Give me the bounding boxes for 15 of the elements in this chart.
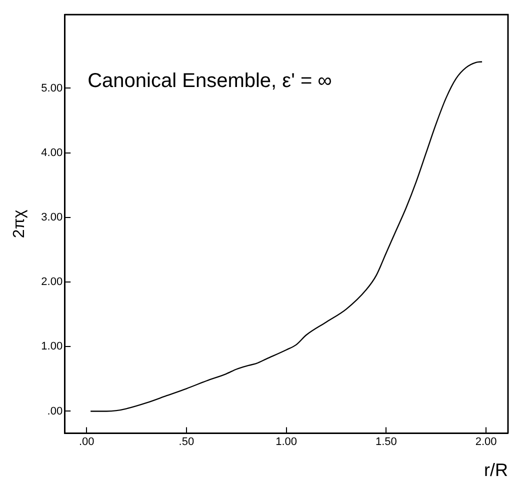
y-tick-label: 2.00 <box>41 276 63 288</box>
y-tick-label: 1.00 <box>41 340 63 353</box>
y-axis-title: 2πχ <box>11 209 28 238</box>
y-tick-label: 3.00 <box>41 211 63 224</box>
y-tick-label: .00 <box>47 405 63 418</box>
x-tick-label: 1.00 <box>276 436 298 448</box>
x-tick-label: 1.50 <box>375 436 397 448</box>
line-series <box>90 61 483 412</box>
annotation: Canonical Ensemble, ε' = ∞ <box>88 70 332 92</box>
y-tick-label: 4.00 <box>41 146 63 159</box>
y-tick-label: 5.00 <box>41 82 63 94</box>
x-tick-label: 2.00 <box>475 436 497 448</box>
x-tick-label: .50 <box>178 436 194 448</box>
x-axis-title: r/R <box>484 460 508 480</box>
x-tick-label: .00 <box>78 436 94 448</box>
